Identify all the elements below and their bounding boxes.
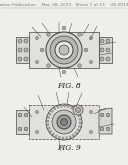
- Circle shape: [35, 111, 39, 114]
- Polygon shape: [54, 135, 57, 138]
- Circle shape: [50, 36, 78, 64]
- Circle shape: [78, 64, 81, 67]
- Circle shape: [100, 39, 104, 43]
- Circle shape: [106, 48, 110, 52]
- Polygon shape: [79, 122, 82, 124]
- Text: FIG. 9: FIG. 9: [57, 144, 81, 152]
- Circle shape: [46, 32, 82, 68]
- Circle shape: [57, 115, 71, 129]
- Circle shape: [78, 33, 81, 36]
- Polygon shape: [76, 111, 79, 114]
- Polygon shape: [46, 124, 49, 126]
- Polygon shape: [72, 134, 75, 137]
- Circle shape: [100, 113, 104, 117]
- Circle shape: [106, 57, 110, 61]
- Bar: [16, 110, 29, 134]
- Circle shape: [73, 105, 83, 115]
- Polygon shape: [46, 116, 50, 119]
- Polygon shape: [49, 130, 52, 133]
- Bar: [16, 37, 29, 63]
- Polygon shape: [50, 109, 53, 113]
- Circle shape: [55, 41, 73, 59]
- Circle shape: [47, 64, 50, 67]
- Circle shape: [18, 48, 22, 52]
- Circle shape: [61, 118, 67, 126]
- Circle shape: [35, 61, 39, 64]
- Circle shape: [35, 131, 39, 133]
- Circle shape: [24, 113, 28, 117]
- Polygon shape: [73, 108, 77, 111]
- Polygon shape: [62, 137, 64, 140]
- Bar: [29, 32, 99, 68]
- Polygon shape: [66, 137, 68, 140]
- Circle shape: [62, 26, 66, 30]
- Polygon shape: [46, 120, 49, 122]
- Circle shape: [89, 111, 93, 114]
- Circle shape: [18, 127, 22, 131]
- Polygon shape: [60, 104, 62, 107]
- Circle shape: [52, 110, 76, 134]
- Circle shape: [89, 61, 93, 64]
- Text: Patent Application Publication    Mar. 28, 2013   Sheet 7 of 13    US 2013/00742: Patent Application Publication Mar. 28, …: [0, 3, 128, 7]
- Circle shape: [35, 36, 39, 39]
- Polygon shape: [51, 133, 55, 136]
- Circle shape: [18, 39, 22, 43]
- Circle shape: [100, 57, 104, 61]
- Circle shape: [84, 48, 88, 52]
- Circle shape: [24, 48, 28, 52]
- Polygon shape: [71, 106, 74, 109]
- Polygon shape: [56, 105, 59, 108]
- Circle shape: [89, 36, 93, 39]
- Polygon shape: [99, 108, 112, 134]
- Polygon shape: [69, 135, 72, 139]
- Polygon shape: [77, 129, 80, 132]
- Circle shape: [40, 48, 44, 52]
- Polygon shape: [78, 125, 82, 128]
- Circle shape: [100, 48, 104, 52]
- Circle shape: [76, 108, 81, 113]
- Circle shape: [100, 127, 104, 131]
- Circle shape: [24, 57, 28, 61]
- Text: FIG. 8: FIG. 8: [57, 82, 81, 90]
- Polygon shape: [53, 107, 56, 110]
- Circle shape: [89, 131, 93, 133]
- Circle shape: [106, 113, 110, 117]
- Circle shape: [106, 127, 110, 131]
- Polygon shape: [48, 112, 51, 116]
- Polygon shape: [47, 127, 50, 130]
- Polygon shape: [75, 131, 78, 135]
- Polygon shape: [64, 104, 66, 107]
- Polygon shape: [79, 118, 82, 120]
- Polygon shape: [78, 114, 81, 117]
- Circle shape: [47, 33, 50, 36]
- Circle shape: [106, 39, 110, 43]
- Bar: [99, 37, 112, 63]
- Circle shape: [24, 127, 28, 131]
- Circle shape: [18, 57, 22, 61]
- Circle shape: [62, 70, 66, 74]
- Bar: [29, 105, 99, 139]
- Polygon shape: [58, 136, 61, 140]
- Circle shape: [59, 45, 69, 55]
- Circle shape: [18, 113, 22, 117]
- Circle shape: [24, 39, 28, 43]
- Polygon shape: [67, 104, 70, 108]
